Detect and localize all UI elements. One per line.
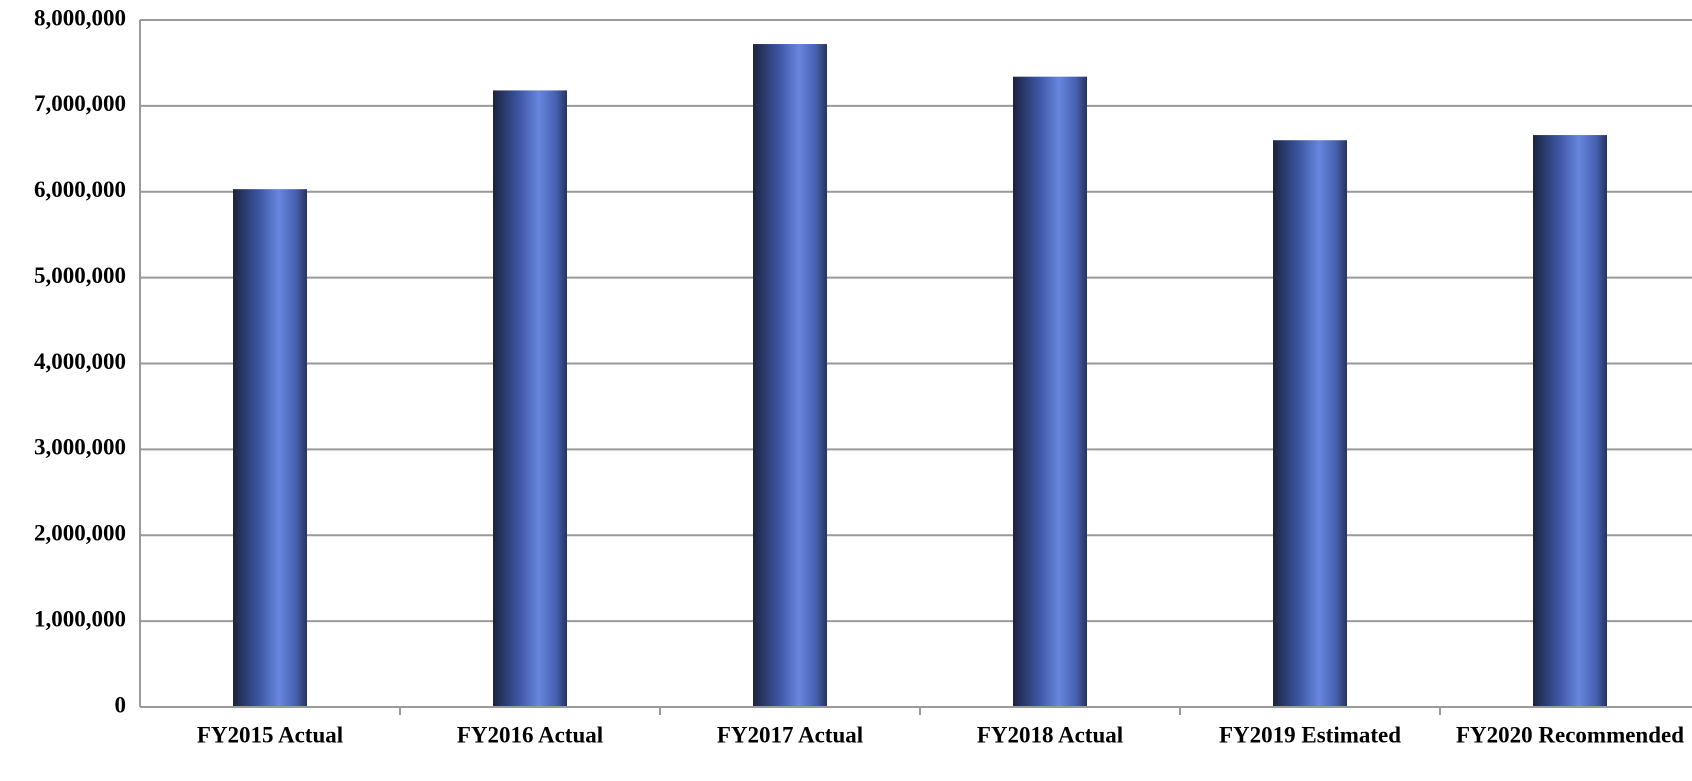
x-tick-label: FY2020 Recommended bbox=[1456, 722, 1684, 747]
x-tick-label: FY2016 Actual bbox=[457, 722, 603, 747]
bar bbox=[493, 90, 567, 708]
x-tick-label: FY2017 Actual bbox=[717, 722, 863, 747]
bar bbox=[1013, 76, 1087, 708]
y-tick-label: 6,000,000 bbox=[34, 177, 126, 202]
bar bbox=[1533, 135, 1607, 707]
x-tick-label: FY2015 Actual bbox=[197, 722, 343, 747]
y-tick-label: 7,000,000 bbox=[34, 91, 126, 116]
y-tick-label: 5,000,000 bbox=[34, 263, 126, 288]
y-tick-label: 0 bbox=[115, 692, 127, 717]
bar bbox=[753, 44, 827, 708]
x-tick-label: FY2019 Estimated bbox=[1219, 722, 1401, 747]
y-tick-label: 4,000,000 bbox=[34, 349, 126, 374]
x-tick-label: FY2018 Actual bbox=[977, 722, 1123, 747]
y-tick-label: 2,000,000 bbox=[34, 521, 126, 546]
y-tick-label: 8,000,000 bbox=[34, 5, 126, 30]
bar bbox=[1273, 140, 1347, 708]
y-tick-label: 3,000,000 bbox=[34, 435, 126, 460]
y-tick-label: 1,000,000 bbox=[34, 606, 126, 631]
bar bbox=[233, 189, 307, 707]
